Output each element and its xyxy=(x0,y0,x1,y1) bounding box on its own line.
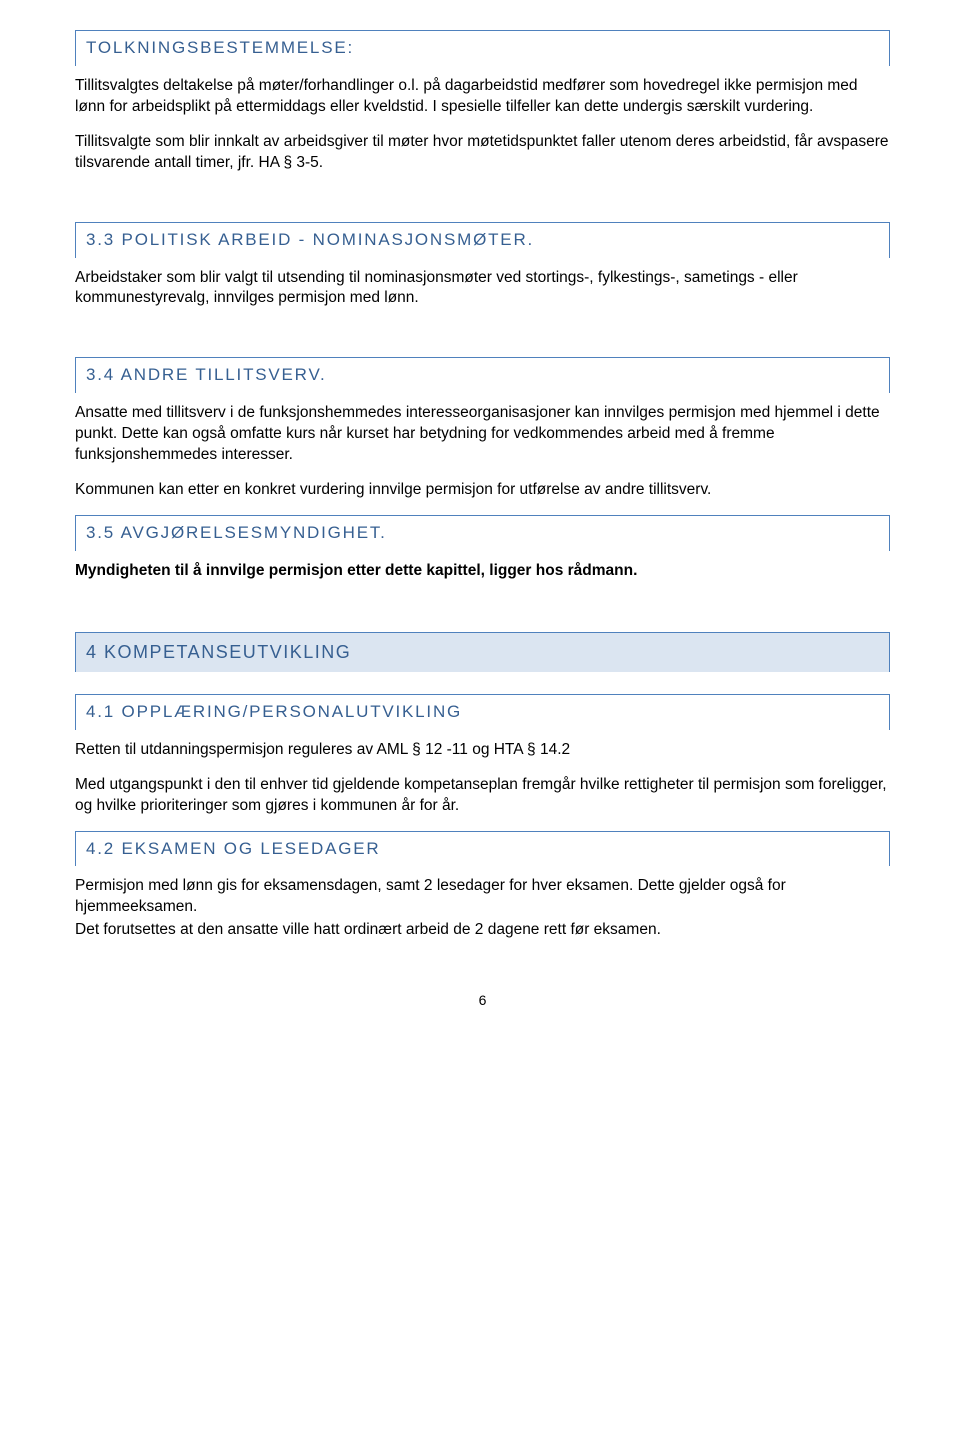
heading-3-4: 3.4 ANDRE TILLITSVERV. xyxy=(75,357,890,393)
page-number: 6 xyxy=(75,991,890,1010)
heading-text: 4 KOMPETANSEUTVIKLING xyxy=(86,642,351,662)
paragraph-bold: Myndigheten til å innvilge permisjon ett… xyxy=(75,561,890,582)
section-4-kompetanseutvikling: 4 KOMPETANSEUTVIKLING xyxy=(75,632,890,672)
heading-text: 3.4 ANDRE TILLITSVERV. xyxy=(86,365,327,384)
paragraph: Med utgangspunkt i den til enhver tid gj… xyxy=(75,775,890,817)
paragraph: Retten til utdanningspermisjon reguleres… xyxy=(75,740,890,761)
heading-4-1: 4.1 OPPLÆRING/PERSONALUTVIKLING xyxy=(75,694,890,730)
heading-text: 4.1 OPPLÆRING/PERSONALUTVIKLING xyxy=(86,702,462,721)
paragraph: Kommunen kan etter en konkret vurdering … xyxy=(75,480,890,501)
heading-tolkningsbestemmelse: TOLKNINGSBESTEMMELSE: xyxy=(75,30,890,66)
heading-text: 3.3 POLITISK ARBEID - NOMINASJONSMØTER. xyxy=(86,230,534,249)
heading-4-2: 4.2 EKSAMEN OG LESEDAGER xyxy=(75,831,890,867)
heading-3-5: 3.5 AVGJØRELSESMYNDIGHET. xyxy=(75,515,890,551)
paragraph: Tillitsvalgte som blir innkalt av arbeid… xyxy=(75,132,890,174)
heading-text: 3.5 AVGJØRELSESMYNDIGHET. xyxy=(86,523,387,542)
paragraph: Tillitsvalgtes deltakelse på møter/forha… xyxy=(75,76,890,118)
heading-text: 4.2 EKSAMEN OG LESEDAGER xyxy=(86,839,381,858)
paragraph: Arbeidstaker som blir valgt til utsendin… xyxy=(75,268,890,310)
paragraph: Permisjon med lønn gis for eksamensdagen… xyxy=(75,876,890,918)
paragraph: Ansatte med tillitsverv i de funksjonshe… xyxy=(75,403,890,466)
heading-text: TOLKNINGSBESTEMMELSE: xyxy=(86,38,354,57)
heading-3-3: 3.3 POLITISK ARBEID - NOMINASJONSMØTER. xyxy=(75,222,890,258)
paragraph: Det forutsettes at den ansatte ville hat… xyxy=(75,920,890,941)
